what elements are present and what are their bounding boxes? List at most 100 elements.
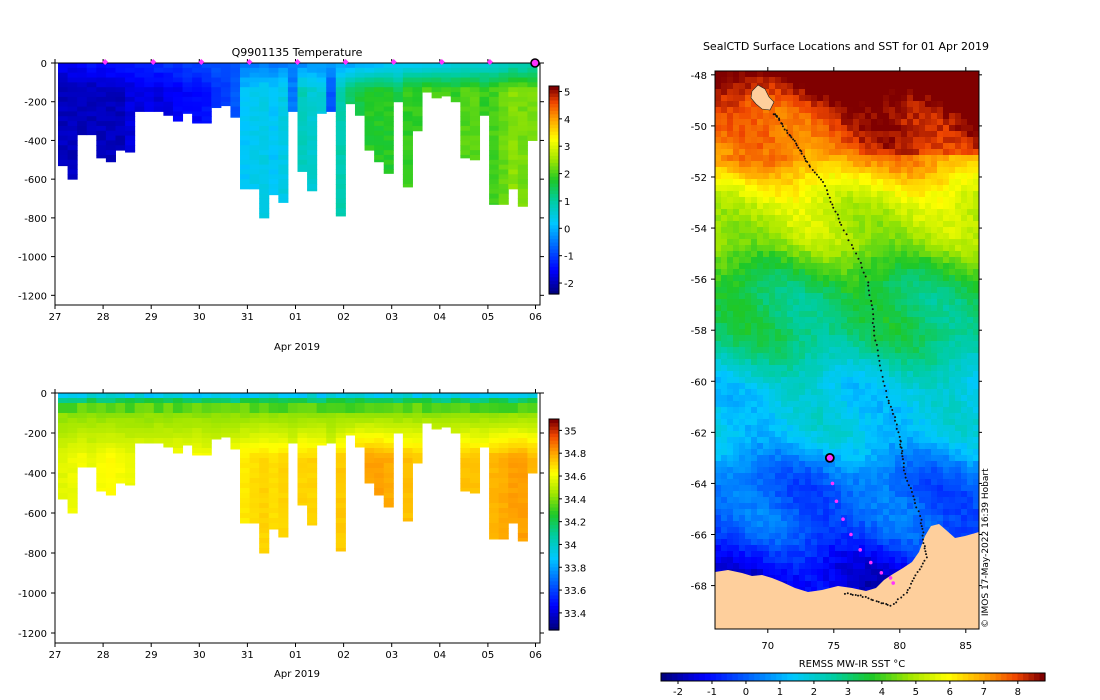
temperature-cell <box>335 67 346 74</box>
sst-cell <box>853 221 860 228</box>
sst-cell <box>733 365 740 372</box>
temperature-cell <box>278 154 289 161</box>
salinity-cell <box>374 408 385 414</box>
sst-cell <box>745 221 752 228</box>
sst-cell <box>937 287 944 294</box>
sst-cell <box>967 77 974 84</box>
sst-cell <box>817 131 824 138</box>
salinity-cell <box>383 418 394 424</box>
sst-cell <box>949 287 956 294</box>
sst-cell <box>901 263 908 270</box>
salinity-cell <box>307 513 318 519</box>
temperature-cell <box>307 87 318 93</box>
sst-cell <box>715 311 722 318</box>
salinity-cell <box>307 433 318 439</box>
sst-cell <box>949 395 956 402</box>
sst-cell <box>865 245 872 252</box>
temperature-cell <box>259 150 270 156</box>
temperature-cell <box>422 72 433 79</box>
sst-cell <box>901 203 908 210</box>
salinity-cell <box>297 408 308 414</box>
sst-cell <box>775 425 782 432</box>
sst-cell <box>847 287 854 294</box>
sst-cell <box>961 227 968 234</box>
sst-cell <box>823 263 830 270</box>
sst-cell <box>847 89 854 96</box>
sst-cell <box>739 425 746 432</box>
sst-cell <box>913 239 920 246</box>
sst-cell <box>871 449 878 456</box>
sst-cell <box>769 125 776 132</box>
sst-cell <box>973 383 979 390</box>
sst-cell <box>751 101 758 108</box>
salinity-cell <box>249 503 260 509</box>
sst-cell <box>895 71 902 78</box>
sst-cell <box>847 311 854 318</box>
sst-cell <box>907 125 914 132</box>
sst-cell <box>841 389 848 396</box>
temperature-ytick-label: 0 <box>41 59 47 70</box>
temperature-cell <box>278 77 289 83</box>
sst-cell <box>913 71 920 78</box>
temperature-cell <box>105 77 116 83</box>
salinity-cell <box>316 423 327 429</box>
salinity-cell <box>508 493 519 499</box>
salinity-cell <box>220 428 231 434</box>
salinity-cell <box>354 438 366 444</box>
sst-cell <box>961 287 968 294</box>
temperature-colorbar-segment <box>549 203 559 208</box>
salinity-cell <box>469 473 481 479</box>
sst-cell <box>865 119 872 126</box>
sst-cell <box>763 185 770 192</box>
sst-cell <box>805 203 812 210</box>
temperature-cell <box>134 67 145 74</box>
sst-cell <box>877 203 884 210</box>
sst-cell <box>925 293 932 300</box>
salinity-cell <box>240 463 251 469</box>
sst-cell <box>829 341 836 348</box>
temperature-cell <box>240 77 251 83</box>
sst-cell <box>733 227 740 234</box>
sst-cell <box>955 119 962 126</box>
temperature-cell <box>307 184 318 190</box>
sst-cell <box>715 71 722 78</box>
temperature-cell <box>67 125 78 132</box>
temperature-cell <box>498 63 509 69</box>
temperature-cell <box>211 77 222 83</box>
sst-cell <box>715 263 722 270</box>
sst-cell <box>829 203 836 210</box>
sst-cell <box>877 461 884 468</box>
sst-cell <box>721 137 728 144</box>
sst-cell <box>787 449 794 456</box>
sst-cell <box>805 437 812 444</box>
sst-cell <box>889 143 896 150</box>
sst-cell <box>943 359 950 366</box>
sst-cell <box>733 173 740 180</box>
temperature-cell <box>134 72 145 79</box>
sst-cell <box>949 173 956 180</box>
temperature-cell <box>335 150 346 156</box>
salinity-cell <box>259 473 270 479</box>
temperature-cell <box>287 92 298 98</box>
sst-cell <box>835 155 842 162</box>
sst-cell <box>841 293 848 300</box>
sst-cell <box>829 173 836 180</box>
temperature-cell <box>383 67 394 74</box>
sst-cell <box>967 419 974 426</box>
sst-cell <box>829 419 836 426</box>
sst-cell <box>823 161 830 168</box>
temperature-cell <box>498 135 509 141</box>
temperature-cell <box>153 77 164 83</box>
sst-cell <box>895 113 902 120</box>
temperature-cell <box>307 116 318 122</box>
temperature-colorbar-segment <box>549 155 559 160</box>
salinity-cell <box>240 473 251 479</box>
sst-cell <box>883 389 890 396</box>
sst-cell <box>907 299 914 306</box>
sst-cell <box>841 173 848 180</box>
sst-cell <box>943 77 950 84</box>
sst-cell <box>955 275 962 282</box>
salinity-cell <box>115 408 126 414</box>
salinity-cell <box>469 433 481 439</box>
sst-cell <box>745 131 752 138</box>
